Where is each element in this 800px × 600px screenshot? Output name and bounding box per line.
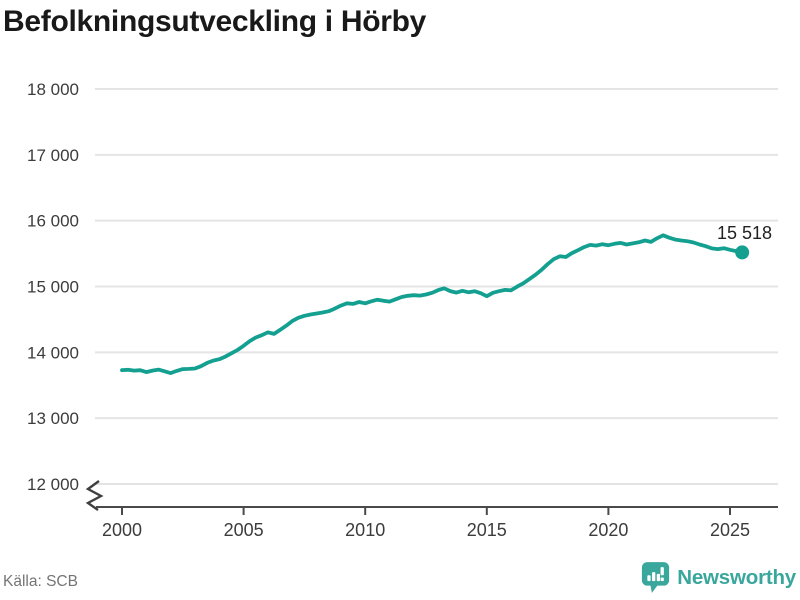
latest-value-marker bbox=[735, 245, 750, 260]
x-axis-labels: 2000 2005 2010 2015 2020 2025 bbox=[102, 520, 750, 540]
y-tick-label: 13 000 bbox=[27, 409, 79, 428]
population-line-chart: 12 000 13 000 14 000 15 000 16 000 17 000 18 0… bbox=[27, 80, 778, 540]
x-axis bbox=[96, 506, 778, 515]
latest-value-label: 15 518 bbox=[717, 223, 772, 243]
y-axis-break-icon bbox=[85, 480, 104, 511]
source-label: Källa: SCB bbox=[3, 573, 78, 590]
y-tick-label: 14 000 bbox=[27, 343, 79, 362]
newsworthy-bars-bubble-icon bbox=[642, 562, 670, 593]
newsworthy-wordmark: Newsworthy bbox=[677, 565, 796, 589]
y-tick-label: 12 000 bbox=[27, 475, 79, 494]
x-tick-label: 2025 bbox=[710, 520, 750, 540]
x-tick-label: 2020 bbox=[588, 520, 628, 540]
y-axis-labels: 12 000 13 000 14 000 15 000 16 000 17 000 18 0… bbox=[27, 80, 79, 494]
population-line-series bbox=[120, 233, 745, 376]
x-tick-label: 2015 bbox=[467, 520, 507, 540]
newsworthy-logo[interactable]: Newsworthy bbox=[641, 561, 796, 594]
x-tick-label: 2010 bbox=[345, 520, 385, 540]
y-tick-label: 15 000 bbox=[27, 278, 79, 297]
y-tick-label: 16 000 bbox=[27, 212, 79, 231]
y-tick-label: 18 000 bbox=[27, 80, 79, 99]
x-tick-label: 2005 bbox=[224, 520, 264, 540]
x-tick-label: 2000 bbox=[102, 520, 142, 540]
y-tick-label: 17 000 bbox=[27, 146, 79, 165]
chart-title: Befolkningsutveckling i Hörby bbox=[3, 5, 427, 38]
y-gridlines bbox=[95, 88, 778, 485]
